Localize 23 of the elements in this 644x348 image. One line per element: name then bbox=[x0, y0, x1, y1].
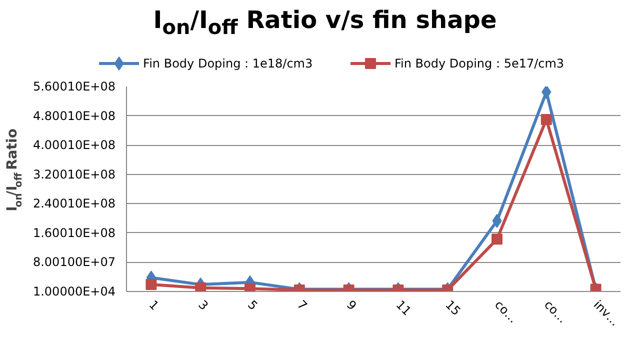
legend-label: Fin Body Doping : 5e17/cm3 bbox=[394, 56, 564, 70]
x-tick-label: 3 bbox=[196, 298, 211, 313]
legend-label: Fin Body Doping : 1e18/cm3 bbox=[143, 56, 313, 70]
y-tick-label: 1.00000E+04 bbox=[32, 284, 116, 298]
y-tick-label: 4.00010E+08 bbox=[32, 138, 116, 152]
x-tick-label: 15 bbox=[442, 298, 464, 318]
chart-title: I$_{on}$/I$_{off}$ Ratio v/s fin shape bbox=[152, 5, 498, 41]
y-tick-label: 3.20010E+08 bbox=[32, 167, 116, 182]
point bbox=[195, 282, 206, 292]
y-tick-label: 1.60010E+08 bbox=[32, 226, 116, 240]
y-tick-label: 5.60010E+08 bbox=[32, 80, 116, 94]
x-tick-label: 1 bbox=[146, 298, 162, 313]
point bbox=[542, 86, 552, 99]
point bbox=[540, 114, 552, 125]
y-tick-label: 4.80010E+08 bbox=[32, 108, 116, 123]
x-tick-label: 9 bbox=[344, 298, 360, 313]
point bbox=[492, 234, 502, 245]
y-axis-title: Ion/Ioff Ratio bbox=[4, 128, 24, 212]
x-tick-label: 7 bbox=[294, 298, 310, 313]
x-tick-label: 5 bbox=[245, 298, 260, 313]
x-tick-label: 11 bbox=[393, 298, 414, 318]
y-tick-label: 8.00100E+07 bbox=[32, 255, 116, 270]
y-tick-label: 2.40010E+08 bbox=[32, 196, 116, 211]
